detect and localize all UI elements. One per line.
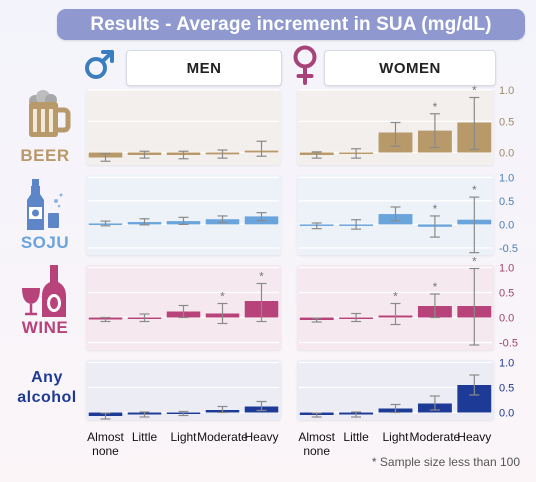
x-tick-label-women: Heavy: [444, 430, 504, 444]
y-tick-label-any-alcohol: 0.5: [499, 383, 514, 395]
x-tick-label-line: Heavy: [244, 430, 279, 444]
male-symbol-icon: [83, 47, 117, 81]
x-tick-label-line: Light: [170, 430, 197, 444]
y-tick-label-soju: 1.0: [499, 172, 514, 184]
x-tick-label-line: Almost: [298, 430, 336, 444]
x-tick-label-line: none: [92, 444, 119, 458]
small-sample-asterisk: *: [472, 255, 477, 269]
small-sample-asterisk: *: [433, 100, 438, 114]
y-tick-label-soju: -0.5: [499, 243, 518, 255]
x-tick-label-women: Little: [326, 430, 386, 444]
wine-bottle-icon: [20, 263, 70, 319]
y-tick-label-soju: 0.5: [499, 196, 514, 208]
y-tick-label-wine: 0.5: [499, 288, 514, 300]
y-tick-label-beer: 1.0: [499, 85, 514, 97]
y-tick-label-beer: 0.5: [499, 116, 514, 128]
soju-bottle-icon: [22, 177, 68, 233]
small-sample-asterisk: *: [472, 183, 477, 197]
small-sample-asterisk: *: [393, 290, 398, 304]
y-tick-label-wine: 0.0: [499, 313, 514, 325]
x-tick-label-women: Almost none: [287, 430, 347, 458]
x-tick-label-line: Little: [343, 430, 369, 444]
small-sample-asterisk: *: [259, 270, 264, 284]
small-sample-asterisk: *: [433, 202, 438, 216]
row-label-any-alcohol: Any alcohol: [17, 369, 77, 406]
row-label-wine: WINE: [21, 318, 69, 337]
x-tick-label-line: Almost: [87, 430, 124, 444]
y-tick-label-any-alcohol: 0.0: [499, 408, 514, 420]
small-sample-asterisk: *: [220, 290, 225, 304]
beer-mug-icon: [22, 90, 72, 140]
y-tick-label-wine: 1.0: [499, 263, 514, 275]
y-tick-label-beer: 0.0: [499, 148, 514, 160]
x-tick-label-men: Heavy: [232, 430, 292, 444]
x-tick-label-line: Little: [131, 430, 158, 444]
x-tick-label-line: Moderate: [409, 430, 461, 444]
x-tick-label-men: Little: [115, 430, 175, 444]
x-tick-label-women: Moderate: [405, 430, 465, 444]
chart-title: Results - Average increment in SUA (mg/d…: [57, 9, 525, 40]
x-tick-label-women: Light: [366, 430, 426, 444]
y-tick-label-wine: -0.5: [499, 338, 518, 350]
row-label-soju: SOJU: [20, 233, 70, 252]
x-tick-label-men: Moderate: [193, 430, 253, 444]
x-tick-label-line: none: [303, 444, 331, 458]
men-header: MEN: [126, 50, 282, 86]
small-sample-asterisk: *: [472, 84, 477, 98]
sample-size-footnote: * Sample size less than 100: [371, 455, 520, 469]
x-tick-label-line: Moderate: [197, 430, 248, 444]
female-symbol-icon: [290, 44, 320, 86]
row-label-beer: BEER: [20, 146, 70, 165]
women-header: WOMEN: [324, 50, 496, 86]
y-tick-label-any-alcohol: 1.0: [499, 358, 514, 370]
panel-soju-men: [86, 175, 281, 255]
x-tick-label-line: Heavy: [457, 430, 492, 444]
x-tick-label-men: Light: [154, 430, 214, 444]
x-tick-label-line: Light: [382, 430, 409, 444]
small-sample-asterisk: *: [433, 280, 438, 294]
y-tick-label-soju: 0.0: [499, 219, 514, 231]
x-tick-label-men: Almost none: [76, 430, 136, 458]
